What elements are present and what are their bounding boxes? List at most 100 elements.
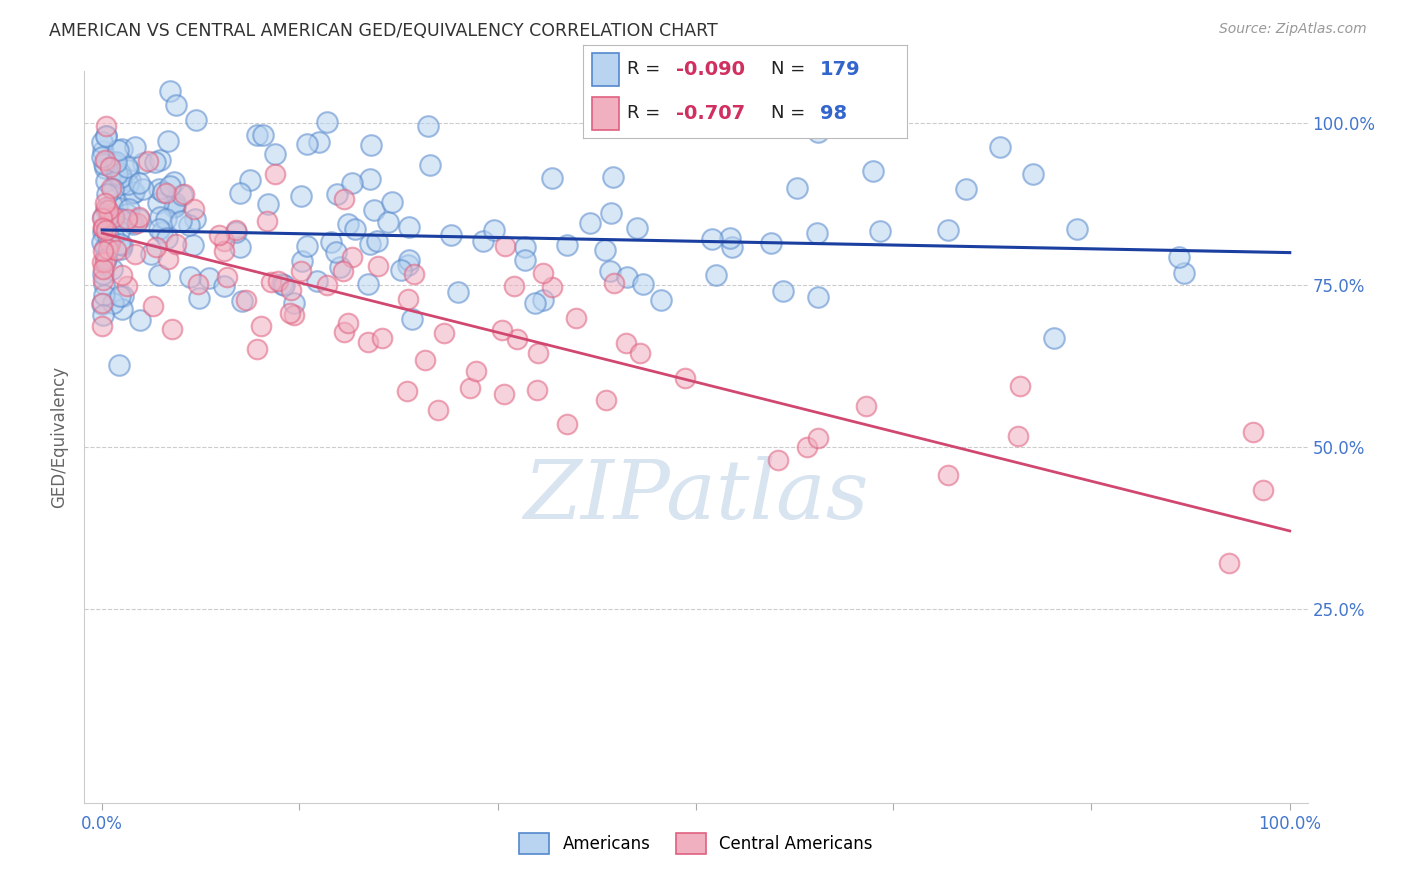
Point [165, 237, 187, 252]
Point [117, 178, 139, 192]
Point [96, 251, 118, 265]
Point [1173, 266, 1195, 280]
Point [94, 153, 117, 168]
Point [93, 273, 115, 287]
Point [502, 279, 524, 293]
Point [796, 441, 818, 455]
Point [513, 253, 536, 268]
Point [212, 244, 235, 258]
Point [156, 134, 179, 148]
Point [165, 199, 187, 213]
Point [110, 211, 132, 226]
Point [246, 128, 269, 142]
Point [305, 274, 328, 288]
Point [156, 252, 179, 266]
Point [807, 290, 830, 304]
Point [343, 222, 366, 236]
Point [128, 210, 150, 224]
Point [212, 279, 235, 293]
Point [295, 239, 318, 253]
Point [316, 115, 339, 129]
Point [357, 335, 380, 350]
Point [96, 129, 118, 144]
Point [440, 227, 463, 242]
Point [381, 194, 404, 209]
Point [212, 234, 235, 248]
Point [1007, 429, 1029, 443]
Point [179, 270, 201, 285]
Point [718, 230, 741, 244]
Point [806, 226, 828, 240]
Point [401, 311, 423, 326]
Point [91, 255, 114, 269]
Point [555, 237, 578, 252]
Point [513, 240, 536, 254]
Point [136, 153, 159, 168]
Point [377, 214, 399, 228]
Point [108, 289, 131, 303]
Point [246, 342, 269, 356]
Point [128, 212, 150, 227]
Point [118, 172, 141, 186]
Point [807, 125, 830, 139]
Point [599, 264, 621, 278]
FancyBboxPatch shape [592, 97, 619, 130]
Point [131, 156, 153, 170]
Point [143, 155, 166, 169]
Point [541, 171, 564, 186]
Point [145, 240, 167, 254]
Point [94, 174, 117, 188]
Point [308, 135, 330, 149]
Point [105, 167, 128, 181]
Point [359, 237, 381, 252]
Point [250, 319, 273, 334]
Point [602, 276, 624, 290]
Point [155, 186, 177, 201]
Point [91, 210, 114, 224]
Point [595, 392, 617, 407]
Point [595, 244, 617, 258]
Point [333, 325, 356, 339]
Point [396, 258, 419, 272]
Point [990, 140, 1012, 154]
Point [332, 264, 354, 278]
Point [93, 277, 115, 291]
Point [127, 216, 149, 230]
Point [105, 201, 128, 215]
Text: AMERICAN VS CENTRAL AMERICAN GED/EQUIVALENCY CORRELATION CHART: AMERICAN VS CENTRAL AMERICAN GED/EQUIVAL… [49, 22, 718, 40]
Point [955, 182, 977, 196]
Point [342, 250, 364, 264]
Point [93, 225, 115, 239]
Point [94, 161, 117, 176]
Point [100, 181, 122, 195]
Point [124, 247, 146, 261]
Point [235, 293, 257, 307]
Point [170, 188, 193, 202]
Point [419, 158, 441, 172]
Point [94, 223, 117, 237]
Point [160, 322, 183, 336]
Point [447, 285, 470, 299]
Point [94, 128, 117, 143]
Point [93, 287, 115, 301]
Point [283, 309, 305, 323]
Text: R =: R = [627, 61, 666, 78]
Point [807, 432, 830, 446]
Point [101, 296, 124, 310]
Point [184, 212, 207, 227]
Point [94, 196, 117, 211]
Point [120, 215, 142, 229]
Point [616, 269, 638, 284]
Point [155, 211, 177, 226]
Text: R =: R = [627, 104, 666, 122]
Point [579, 216, 602, 230]
Point [91, 244, 114, 258]
Point [163, 196, 186, 211]
Text: Source: ZipAtlas.com: Source: ZipAtlas.com [1219, 22, 1367, 37]
Point [290, 189, 312, 203]
Point [472, 235, 495, 249]
Point [264, 167, 287, 181]
Point [264, 147, 287, 161]
Point [482, 223, 505, 237]
Point [104, 209, 127, 223]
